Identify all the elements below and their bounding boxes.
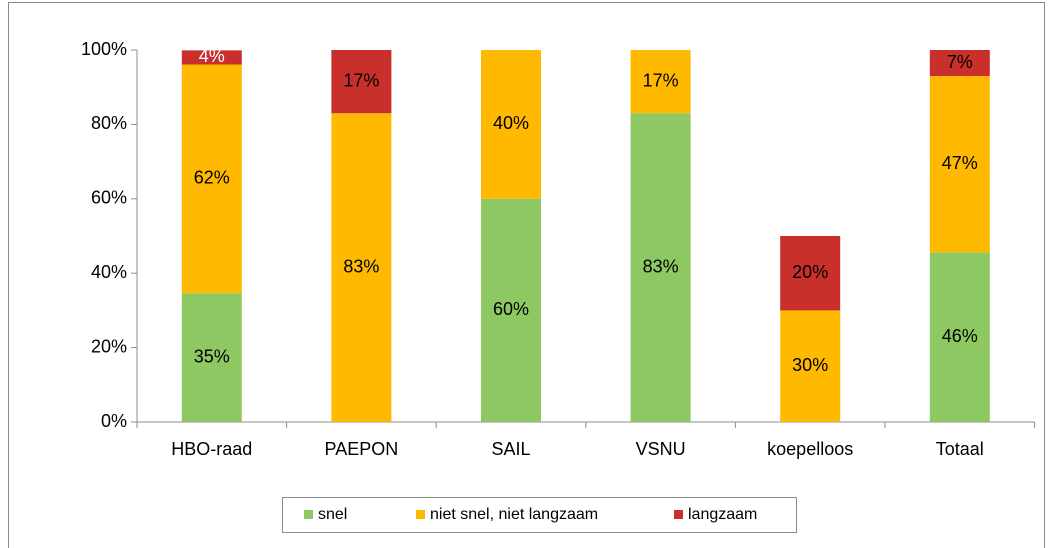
x-tick-label: SAIL	[491, 439, 530, 459]
data-label: 60%	[493, 299, 529, 319]
bar-segment	[181, 64, 242, 294]
data-label: 83%	[343, 256, 379, 276]
bar-segment	[630, 113, 691, 423]
bar-segment	[929, 252, 990, 422]
legend-swatch	[674, 510, 683, 519]
chart-frame	[8, 2, 1045, 548]
bar-segment	[331, 50, 392, 114]
y-tick-label: 40%	[91, 262, 127, 282]
x-tick-label: HBO-raad	[171, 439, 252, 459]
legend-swatch	[416, 510, 425, 519]
bar-segment	[929, 50, 990, 77]
data-label: 62%	[194, 168, 230, 188]
bar-segment	[780, 310, 841, 422]
data-label: 17%	[643, 70, 679, 90]
legend-swatch	[304, 510, 313, 519]
data-label: 40%	[493, 113, 529, 133]
bar-segment	[481, 198, 541, 422]
x-tick-label: koepelloos	[767, 439, 853, 459]
bar-segment	[630, 50, 691, 114]
data-label: 30%	[792, 355, 828, 375]
legend-label: langzaam	[688, 506, 757, 523]
legend-label: niet snel, niet langzaam	[430, 506, 598, 523]
y-tick-label: 60%	[91, 188, 127, 208]
data-label: 46%	[942, 326, 978, 346]
y-tick-label: 80%	[91, 113, 127, 133]
data-label: 35%	[194, 346, 230, 366]
y-tick-label: 20%	[91, 336, 127, 356]
data-label: 20%	[792, 262, 828, 282]
data-label: 4%	[199, 46, 225, 66]
data-label: 17%	[343, 70, 379, 90]
y-tick-label: 0%	[101, 411, 127, 431]
x-tick-label: VSNU	[636, 439, 686, 459]
bar-segment	[181, 293, 242, 422]
data-label: 47%	[942, 153, 978, 173]
data-label: 7%	[947, 52, 973, 72]
bar-segment	[481, 50, 541, 199]
legend-label: snel	[318, 506, 347, 523]
bar-segment	[780, 236, 841, 311]
legend-box	[282, 497, 797, 533]
y-tick-label: 100%	[81, 39, 127, 59]
x-tick-label: Totaal	[936, 439, 984, 459]
x-tick-label: PAEPON	[325, 439, 399, 459]
bar-segment	[929, 76, 990, 253]
bar-segment	[331, 113, 392, 423]
bar-segment	[181, 50, 242, 65]
data-label: 83%	[643, 256, 679, 276]
